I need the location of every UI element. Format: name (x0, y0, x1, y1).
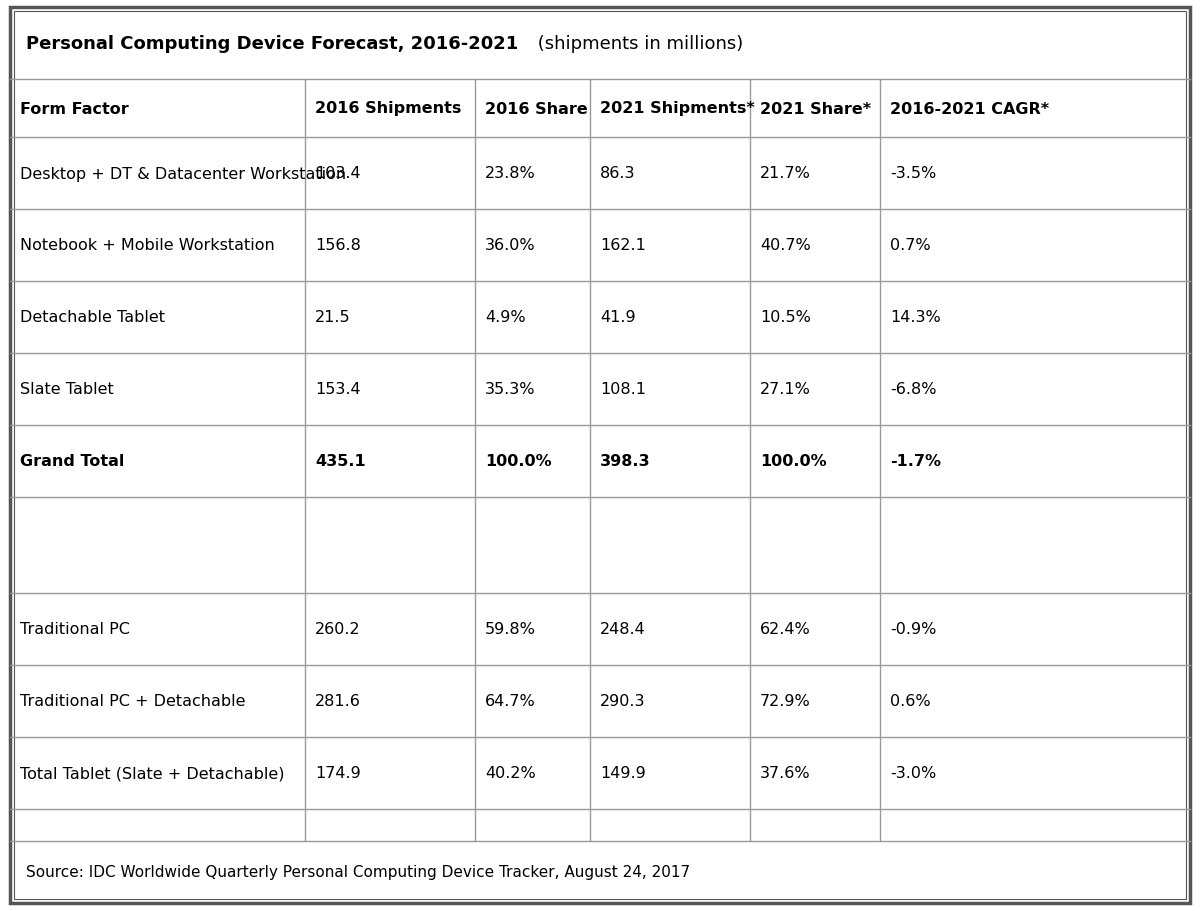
Text: 40.2%: 40.2% (485, 765, 535, 781)
Text: Form Factor: Form Factor (20, 101, 128, 117)
Text: Traditional PC + Detachable: Traditional PC + Detachable (20, 694, 246, 709)
Text: 2016 Shipments: 2016 Shipments (314, 101, 461, 117)
Text: 149.9: 149.9 (600, 765, 646, 781)
Text: (shipments in millions): (shipments in millions) (532, 35, 743, 53)
Text: 41.9: 41.9 (600, 310, 636, 325)
Text: 72.9%: 72.9% (760, 694, 811, 709)
Text: Detachable Tablet: Detachable Tablet (20, 310, 166, 325)
Text: 86.3: 86.3 (600, 167, 636, 181)
Text: 10.5%: 10.5% (760, 310, 811, 325)
Text: 37.6%: 37.6% (760, 765, 811, 781)
Text: Slate Tablet: Slate Tablet (20, 382, 114, 397)
Text: 398.3: 398.3 (600, 454, 650, 469)
Text: Source: IDC Worldwide Quarterly Personal Computing Device Tracker, August 24, 20: Source: IDC Worldwide Quarterly Personal… (26, 865, 690, 879)
Text: 0.7%: 0.7% (890, 239, 931, 253)
Text: 100.0%: 100.0% (485, 454, 552, 469)
Text: 281.6: 281.6 (314, 694, 361, 709)
Text: -1.7%: -1.7% (890, 454, 941, 469)
Text: 27.1%: 27.1% (760, 382, 811, 397)
Text: Traditional PC: Traditional PC (20, 622, 130, 637)
Text: 2016 Share: 2016 Share (485, 101, 588, 117)
Text: 2021 Share*: 2021 Share* (760, 101, 871, 117)
Text: 64.7%: 64.7% (485, 694, 535, 709)
Text: 153.4: 153.4 (314, 382, 361, 397)
Text: 0.6%: 0.6% (890, 694, 931, 709)
Text: Notebook + Mobile Workstation: Notebook + Mobile Workstation (20, 239, 275, 253)
Text: 40.7%: 40.7% (760, 239, 811, 253)
Text: -6.8%: -6.8% (890, 382, 936, 397)
Text: 174.9: 174.9 (314, 765, 361, 781)
Text: Personal Computing Device Forecast, 2016-2021: Personal Computing Device Forecast, 2016… (26, 35, 518, 53)
Text: 14.3%: 14.3% (890, 310, 941, 325)
Text: 35.3%: 35.3% (485, 382, 535, 397)
Text: 21.7%: 21.7% (760, 167, 811, 181)
Text: -3.0%: -3.0% (890, 765, 936, 781)
Text: 435.1: 435.1 (314, 454, 366, 469)
Text: 59.8%: 59.8% (485, 622, 536, 637)
Text: 21.5: 21.5 (314, 310, 350, 325)
Text: 4.9%: 4.9% (485, 310, 526, 325)
Text: 36.0%: 36.0% (485, 239, 535, 253)
Text: 248.4: 248.4 (600, 622, 646, 637)
Text: 108.1: 108.1 (600, 382, 646, 397)
Text: Total Tablet (Slate + Detachable): Total Tablet (Slate + Detachable) (20, 765, 284, 781)
Text: -3.5%: -3.5% (890, 167, 936, 181)
Text: 2016-2021 CAGR*: 2016-2021 CAGR* (890, 101, 1049, 117)
Text: 290.3: 290.3 (600, 694, 646, 709)
Text: 260.2: 260.2 (314, 622, 361, 637)
Text: 162.1: 162.1 (600, 239, 646, 253)
Text: -0.9%: -0.9% (890, 622, 936, 637)
Text: Desktop + DT & Datacenter Workstation: Desktop + DT & Datacenter Workstation (20, 167, 346, 181)
Text: 156.8: 156.8 (314, 239, 361, 253)
Text: Grand Total: Grand Total (20, 454, 125, 469)
Text: 2021 Shipments*: 2021 Shipments* (600, 101, 755, 117)
Text: 103.4: 103.4 (314, 167, 361, 181)
Text: 23.8%: 23.8% (485, 167, 535, 181)
Text: 100.0%: 100.0% (760, 454, 827, 469)
Text: 62.4%: 62.4% (760, 622, 811, 637)
